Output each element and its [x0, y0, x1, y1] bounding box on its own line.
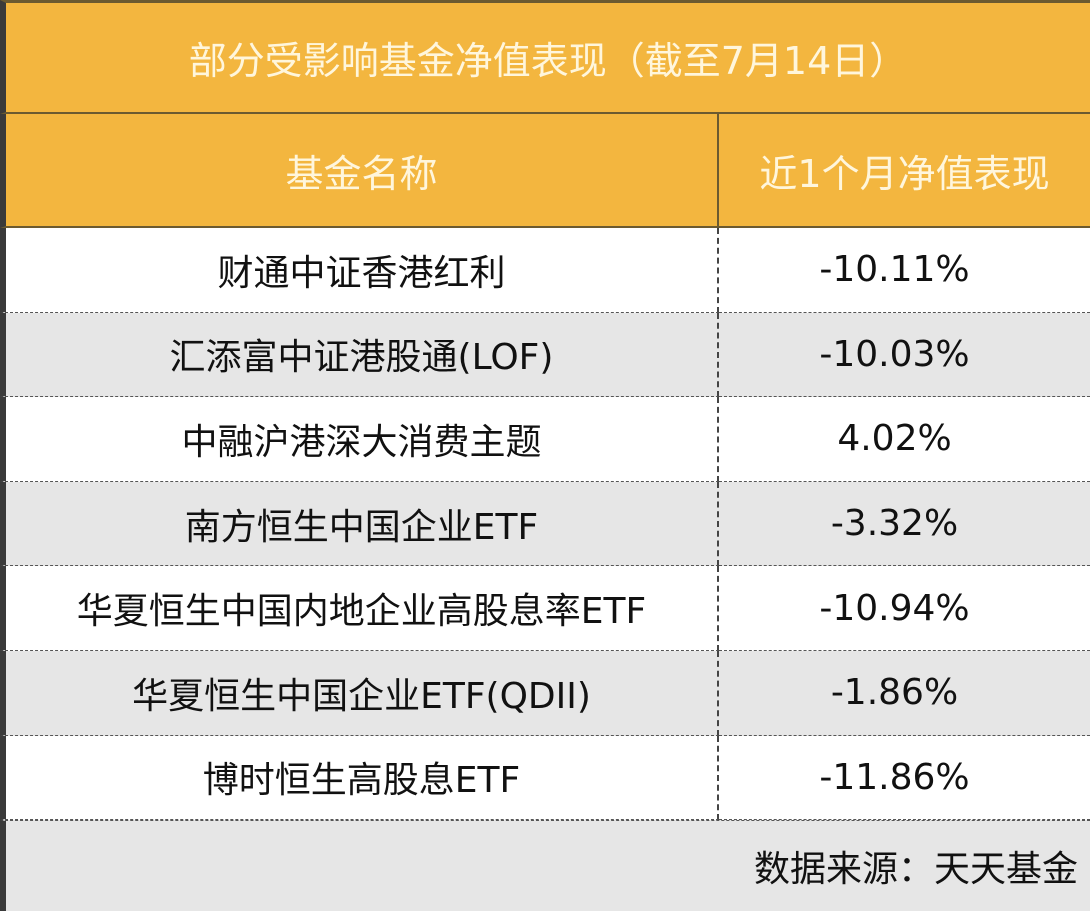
nav-change: -1.86% [719, 651, 1090, 736]
nav-change: -10.94% [719, 566, 1090, 651]
table-title: 部分受影响基金净值表现（截至7月14日） [0, 0, 1090, 114]
nav-change: -10.03% [719, 312, 1090, 398]
fund-name: 汇添富中证港股通(LOF) [0, 312, 719, 398]
header-cell: 近1个月净值表现 [719, 114, 1090, 228]
fund-name: 华夏恒生中国企业ETF(QDII) [0, 651, 719, 736]
source-note: 数据来源：天天基金 [0, 820, 1090, 911]
fund-name: 南方恒生中国企业ETF [0, 481, 719, 567]
nav-change: 4.02% [719, 397, 1090, 482]
fund-name: 华夏恒生中国内地企业高股息率ETF [0, 566, 719, 651]
fund-name: 财通中证香港红利 [0, 228, 719, 313]
nav-change: -10.11% [719, 228, 1090, 313]
fund-name: 博时恒生高股息ETF [0, 735, 719, 821]
nav-change: -3.32% [719, 481, 1090, 567]
fund-name: 中融沪港深大消费主题 [0, 397, 719, 482]
header-cell: 基金名称 [0, 114, 719, 228]
nav-change: -11.86% [719, 735, 1090, 821]
